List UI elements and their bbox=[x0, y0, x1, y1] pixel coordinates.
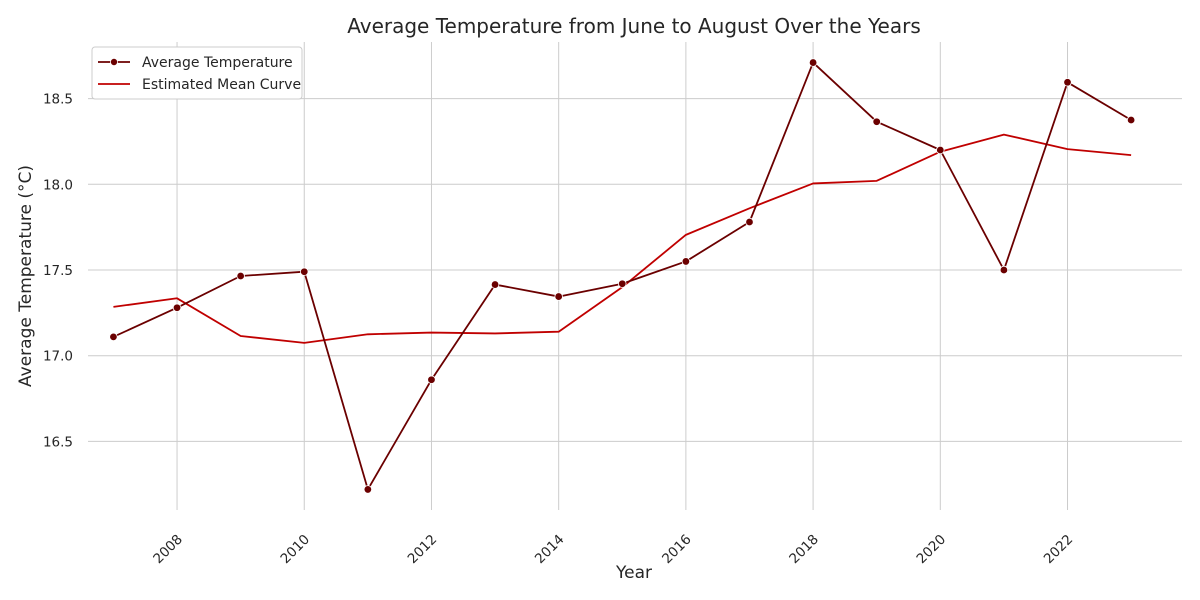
y-tick-label: 17.0 bbox=[43, 349, 73, 365]
x-tick-label: 2012 bbox=[405, 532, 441, 568]
data-point-average-temperature bbox=[999, 265, 1009, 275]
grid bbox=[88, 42, 1182, 510]
y-tick-label: 17.5 bbox=[43, 263, 73, 279]
legend-label-average-temperature: Average Temperature bbox=[142, 55, 293, 71]
data-point-average-temperature bbox=[808, 58, 818, 67]
y-tick-label: 18.0 bbox=[43, 177, 73, 193]
data-point-average-temperature bbox=[427, 375, 436, 384]
legend-label-estimated-mean-curve: Estimated Mean Curve bbox=[142, 77, 301, 93]
x-tick-label: 2014 bbox=[532, 532, 568, 568]
x-tick-label: 2020 bbox=[914, 532, 950, 568]
data-point-average-temperature bbox=[300, 267, 309, 276]
x-axis-ticks: 2008 2010 2012 2014 2016 2018 2020 2022 bbox=[150, 532, 1076, 568]
data-point-average-temperature bbox=[1063, 78, 1072, 87]
x-tick-label: 2018 bbox=[786, 532, 822, 568]
x-tick-label: 2016 bbox=[659, 532, 695, 568]
x-tick-label: 2010 bbox=[277, 532, 313, 568]
data-point-average-temperature bbox=[681, 257, 691, 266]
x-tick-label: 2022 bbox=[1041, 532, 1077, 568]
x-axis-label: Year bbox=[615, 563, 652, 583]
data-point-average-temperature bbox=[490, 280, 500, 289]
data-point-average-temperature bbox=[236, 271, 245, 281]
y-tick-label: 16.5 bbox=[43, 434, 73, 450]
legend: Average Temperature Estimated Mean Curve bbox=[91, 46, 303, 100]
series-line-estimated-mean-curve bbox=[113, 133, 1132, 344]
data-point-average-temperature bbox=[618, 279, 627, 288]
series-layer bbox=[109, 58, 1136, 494]
y-tick-label: 18.5 bbox=[43, 92, 73, 108]
data-point-average-temperature bbox=[1126, 115, 1136, 125]
data-point-average-temperature bbox=[554, 292, 563, 301]
legend-marker-average-temperature bbox=[110, 58, 119, 67]
data-point-average-temperature bbox=[872, 117, 881, 126]
y-axis-label: Average Temperature (°C) bbox=[16, 165, 36, 387]
chart-title: Average Temperature from June to August … bbox=[347, 14, 921, 38]
data-point-average-temperature bbox=[363, 485, 373, 494]
data-point-average-temperature bbox=[745, 217, 754, 227]
data-point-average-temperature bbox=[936, 145, 945, 155]
data-point-average-temperature bbox=[109, 332, 118, 342]
legend-box bbox=[91, 46, 303, 100]
x-tick-label: 2008 bbox=[150, 532, 186, 568]
series-line-average-temperature bbox=[113, 61, 1132, 491]
y-axis-ticks: 16.5 17.0 17.5 18.0 18.5 bbox=[43, 92, 73, 451]
data-point-average-temperature bbox=[172, 303, 182, 312]
